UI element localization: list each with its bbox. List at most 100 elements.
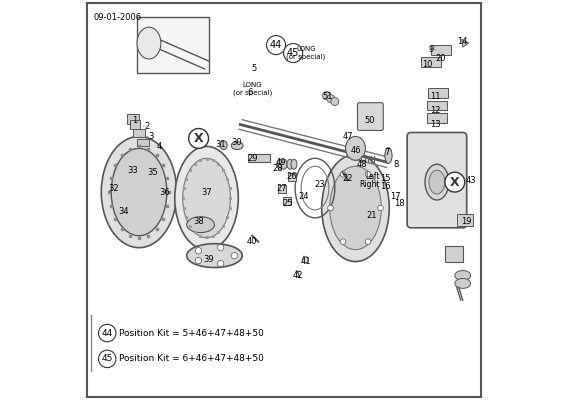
Ellipse shape	[277, 159, 283, 169]
Text: 8: 8	[393, 160, 399, 169]
Bar	[428, 88, 448, 98]
Circle shape	[218, 260, 224, 267]
Text: 43: 43	[465, 176, 476, 185]
Bar	[278, 185, 286, 193]
Text: X: X	[194, 132, 203, 145]
Text: 34: 34	[118, 208, 128, 216]
Ellipse shape	[137, 27, 161, 59]
Text: 45: 45	[287, 48, 299, 58]
Text: 21: 21	[366, 211, 377, 220]
Ellipse shape	[187, 244, 243, 268]
Circle shape	[331, 98, 339, 106]
Ellipse shape	[281, 159, 287, 169]
Text: 22: 22	[343, 174, 353, 183]
Circle shape	[195, 257, 202, 264]
Circle shape	[365, 239, 371, 244]
Text: 4: 4	[156, 142, 161, 151]
Text: 1: 1	[132, 116, 137, 125]
Text: LONG
(or special): LONG (or special)	[233, 82, 272, 96]
Text: 7: 7	[385, 148, 390, 157]
Text: 09-01-2006: 09-01-2006	[93, 13, 141, 22]
Text: 47: 47	[343, 132, 353, 141]
Text: 29: 29	[247, 154, 257, 163]
Text: 17: 17	[390, 192, 400, 200]
Ellipse shape	[329, 166, 381, 250]
Text: 33: 33	[128, 166, 139, 175]
Text: 31: 31	[215, 140, 225, 149]
Ellipse shape	[455, 278, 471, 288]
Ellipse shape	[291, 159, 297, 169]
Text: 51: 51	[323, 92, 333, 101]
FancyBboxPatch shape	[357, 103, 383, 130]
Text: 40: 40	[247, 237, 257, 246]
Text: 16: 16	[380, 182, 391, 190]
Bar	[283, 197, 291, 205]
Circle shape	[340, 239, 346, 244]
Text: 42: 42	[293, 271, 303, 280]
Ellipse shape	[187, 217, 215, 232]
Text: 27: 27	[277, 184, 287, 192]
FancyBboxPatch shape	[407, 132, 467, 228]
Bar	[457, 214, 473, 226]
Text: 50: 50	[364, 116, 375, 125]
Bar	[421, 57, 441, 66]
Text: 30: 30	[231, 138, 241, 147]
Bar	[137, 139, 149, 146]
Text: 45: 45	[102, 354, 113, 363]
Ellipse shape	[287, 159, 293, 169]
Circle shape	[445, 172, 465, 192]
Bar	[127, 114, 139, 124]
Text: Position Kit = 5+46+47+48+50: Position Kit = 5+46+47+48+50	[119, 328, 264, 338]
Bar	[427, 101, 447, 110]
Text: 14: 14	[457, 37, 468, 46]
Circle shape	[340, 172, 346, 177]
Circle shape	[266, 36, 286, 55]
Circle shape	[231, 252, 237, 259]
Bar	[137, 17, 208, 73]
Ellipse shape	[183, 158, 231, 238]
Circle shape	[323, 92, 331, 100]
Ellipse shape	[175, 146, 239, 250]
Text: 26: 26	[287, 172, 297, 181]
Ellipse shape	[101, 136, 177, 248]
Text: LONG
(or special): LONG (or special)	[286, 46, 325, 60]
Bar	[130, 120, 140, 129]
Text: 44: 44	[270, 40, 282, 50]
Circle shape	[195, 248, 202, 254]
Ellipse shape	[425, 164, 449, 200]
Circle shape	[283, 44, 303, 62]
Text: 44: 44	[102, 328, 113, 338]
Text: 37: 37	[201, 188, 212, 196]
Text: 3: 3	[148, 132, 153, 141]
Text: 24: 24	[299, 192, 309, 200]
Text: 20: 20	[436, 54, 446, 64]
Text: 6: 6	[248, 88, 253, 97]
Polygon shape	[462, 39, 469, 47]
Bar	[431, 45, 451, 55]
Ellipse shape	[455, 270, 471, 280]
Text: 10: 10	[422, 60, 432, 70]
Text: 9: 9	[428, 44, 433, 54]
Circle shape	[189, 128, 208, 148]
Circle shape	[328, 205, 333, 211]
Text: 38: 38	[193, 217, 204, 226]
Ellipse shape	[321, 154, 389, 262]
Text: 48: 48	[356, 160, 367, 169]
Bar	[133, 129, 145, 137]
Text: Left: Left	[365, 172, 379, 182]
Text: 35: 35	[148, 168, 158, 177]
Bar	[445, 246, 463, 262]
Ellipse shape	[220, 141, 227, 150]
Text: 32: 32	[108, 184, 119, 192]
Text: 23: 23	[315, 180, 325, 189]
Ellipse shape	[429, 170, 445, 194]
Text: Right: Right	[359, 180, 379, 189]
Text: 11: 11	[430, 92, 440, 101]
Text: 2: 2	[144, 122, 149, 131]
Circle shape	[365, 172, 371, 177]
Ellipse shape	[385, 148, 392, 164]
Text: X: X	[450, 176, 460, 189]
Bar	[248, 154, 270, 162]
Bar	[288, 173, 296, 181]
Text: 39: 39	[203, 255, 214, 264]
